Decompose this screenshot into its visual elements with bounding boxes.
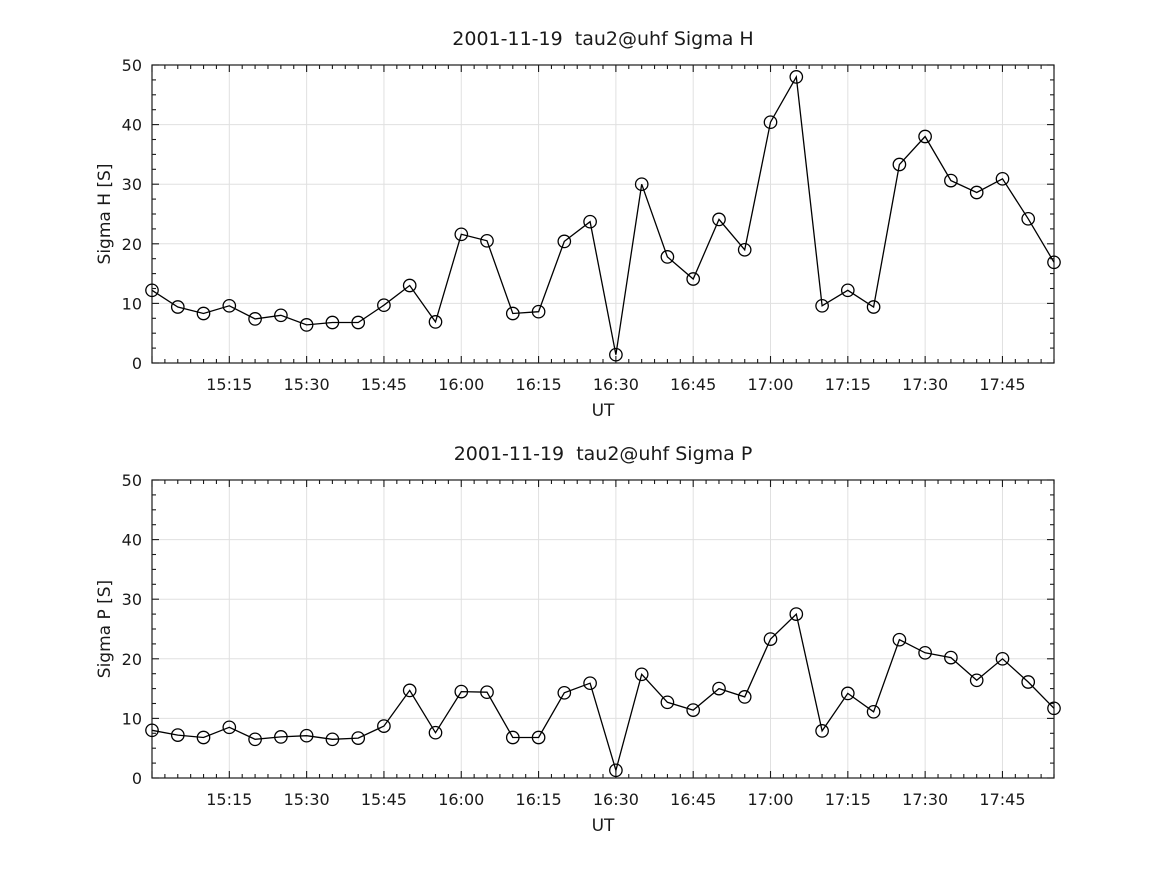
sigma-h-ylabel: Sigma H [S] [95, 163, 115, 265]
svg-text:15:15: 15:15 [206, 790, 252, 809]
grid [152, 480, 1054, 778]
svg-text:17:00: 17:00 [747, 790, 793, 809]
sigma-p-title: 2001-11-19 tau2@uhf Sigma P [453, 443, 753, 465]
svg-text:17:15: 17:15 [825, 790, 871, 809]
svg-text:15:30: 15:30 [284, 375, 330, 394]
svg-text:16:45: 16:45 [670, 790, 716, 809]
svg-text:15:45: 15:45 [361, 790, 407, 809]
svg-text:17:45: 17:45 [979, 375, 1025, 394]
svg-text:16:30: 16:30 [593, 790, 639, 809]
sigma-p-xlabel: UT [591, 816, 615, 836]
svg-text:17:15: 17:15 [825, 375, 871, 394]
svg-text:15:45: 15:45 [361, 375, 407, 394]
svg-text:40: 40 [122, 116, 142, 135]
svg-text:17:30: 17:30 [902, 375, 948, 394]
tick-labels: 15:15 15:30 15:45 16:00 16:15 16:30 16:45 17:00… [122, 56, 1026, 394]
svg-text:10: 10 [122, 294, 142, 313]
sigma-h-xlabel: UT [591, 401, 615, 421]
svg-text:30: 30 [122, 175, 142, 194]
series-markers [145, 70, 1061, 362]
svg-text:0: 0 [132, 769, 142, 788]
svg-text:50: 50 [122, 56, 142, 75]
grid [152, 65, 1054, 363]
svg-text:17:30: 17:30 [902, 790, 948, 809]
ticks [151, 64, 1055, 364]
svg-text:15:15: 15:15 [206, 375, 252, 394]
series-line [151, 612, 1055, 773]
svg-text:20: 20 [122, 235, 142, 254]
svg-text:16:00: 16:00 [438, 375, 484, 394]
sigma-p-ylabel: Sigma P [S] [95, 579, 115, 679]
svg-text:20: 20 [122, 650, 142, 669]
chart-1: 15:15 15:30 15:45 16:00 16:15 16:30 16:45 17:00… [122, 471, 1061, 809]
ticks [151, 479, 1055, 779]
svg-text:16:15: 16:15 [516, 790, 562, 809]
svg-text:10: 10 [122, 709, 142, 728]
svg-text:15:30: 15:30 [284, 790, 330, 809]
tick-labels: 15:15 15:30 15:45 16:00 16:15 16:30 16:45 17:00… [122, 471, 1026, 809]
svg-text:40: 40 [122, 531, 142, 550]
series-markers [145, 607, 1061, 778]
svg-text:0: 0 [132, 354, 142, 373]
svg-text:17:00: 17:00 [747, 375, 793, 394]
svg-text:16:45: 16:45 [670, 375, 716, 394]
svg-text:17:45: 17:45 [979, 790, 1025, 809]
svg-text:50: 50 [122, 471, 142, 490]
svg-text:30: 30 [122, 590, 142, 609]
axes-box [151, 479, 1055, 779]
sigma-h-title: 2001-11-19 tau2@uhf Sigma H [452, 28, 754, 50]
chart-0: 15:15 15:30 15:45 16:00 16:15 16:30 16:45 17:00… [122, 56, 1061, 394]
svg-text:16:30: 16:30 [593, 375, 639, 394]
svg-text:16:00: 16:00 [438, 790, 484, 809]
svg-text:16:15: 16:15 [516, 375, 562, 394]
